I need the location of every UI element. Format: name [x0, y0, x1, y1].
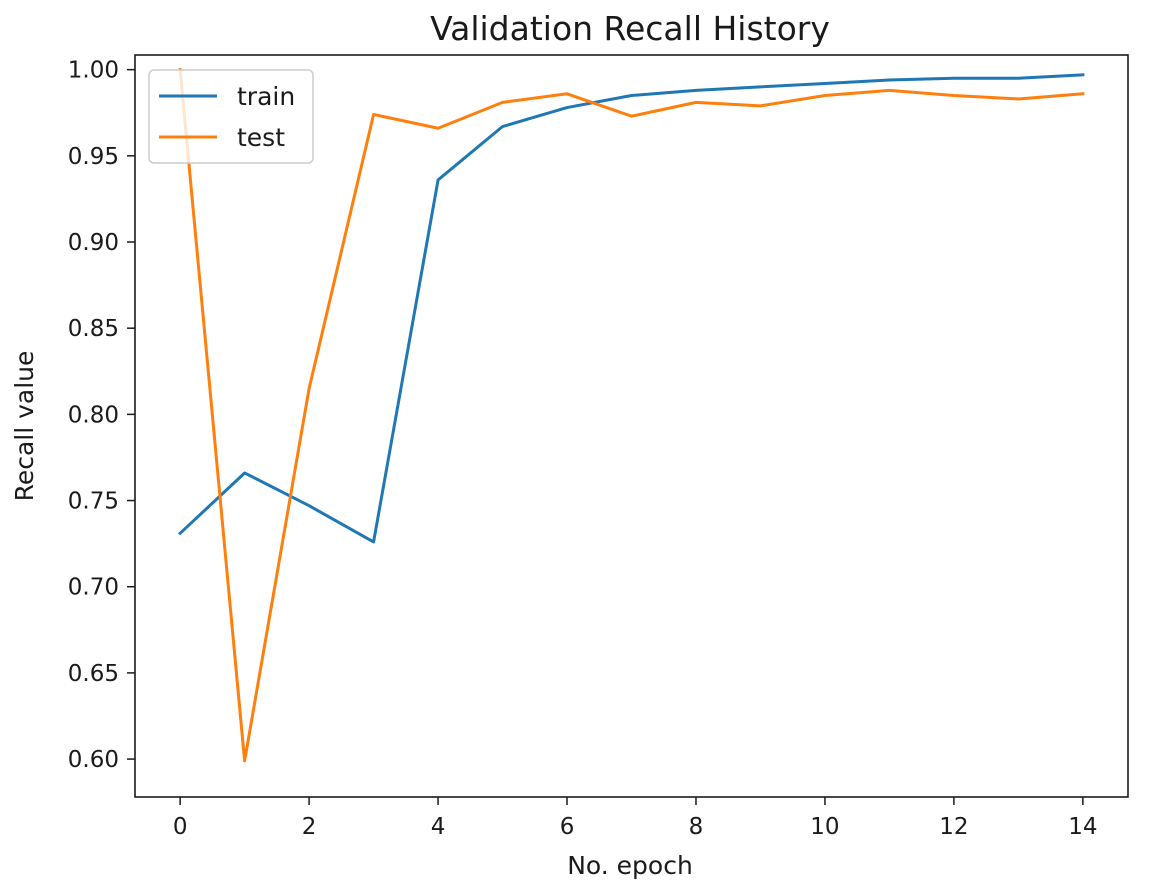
x-tick-label: 2 — [302, 814, 317, 840]
y-tick-label: 0.65 — [68, 661, 119, 687]
y-tick-label: 0.75 — [68, 489, 119, 515]
x-tick-label: 14 — [1068, 814, 1097, 840]
y-tick-label: 0.80 — [68, 402, 119, 428]
y-tick-label: 0.70 — [68, 575, 119, 601]
x-tick-label: 12 — [939, 814, 968, 840]
x-tick-label: 4 — [431, 814, 446, 840]
x-axis-label: No. epoch — [567, 851, 693, 880]
plot-area-frame — [134, 54, 1129, 798]
x-tick-label: 8 — [689, 814, 704, 840]
series-line-train — [178, 73, 1085, 544]
legend: train test — [148, 69, 314, 164]
x-tick-label: 10 — [810, 814, 839, 840]
y-axis-ticks: 0.60 0.65 0.70 0.75 0.80 0.85 0.90 0.95 1.00 — [68, 58, 135, 773]
chart-title: Validation Recall History — [430, 9, 830, 48]
y-tick-label: 0.60 — [68, 747, 119, 773]
x-axis-ticks: 0 2 4 6 8 10 12 14 — [173, 797, 1098, 840]
legend-box — [148, 69, 314, 164]
y-axis-label: Recall value — [10, 351, 39, 502]
legend-label-train: train — [237, 82, 295, 111]
series-lines — [178, 68, 1085, 763]
y-tick-label: 1.00 — [68, 58, 119, 84]
y-tick-label: 0.85 — [68, 316, 119, 342]
x-tick-label: 6 — [560, 814, 575, 840]
legend-label-test: test — [237, 123, 285, 152]
y-tick-label: 0.90 — [68, 230, 119, 256]
y-tick-label: 0.95 — [68, 144, 119, 170]
legend-entries: train test — [159, 82, 295, 152]
series-line-test — [178, 68, 1085, 763]
x-tick-label: 0 — [173, 814, 188, 840]
